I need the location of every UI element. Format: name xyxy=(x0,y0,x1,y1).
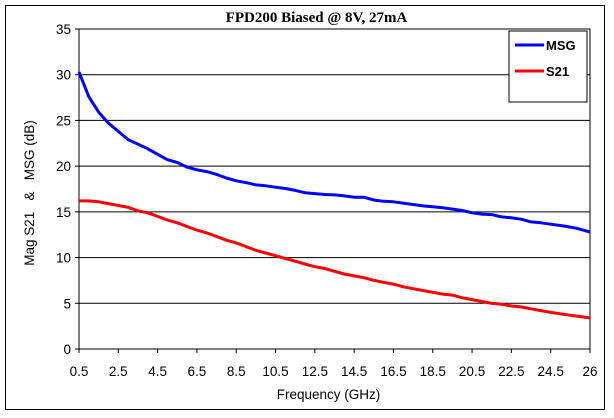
x-tick-label: 18.5 xyxy=(420,364,446,379)
x-tick-labels: 0.5 2.5 4.5 6.5 8.5 10.5 12.5 14.5 16.5 18.5 20.5 2… xyxy=(70,364,598,379)
series-line-msg xyxy=(77,71,591,234)
y-tick-label: 0 xyxy=(63,342,71,357)
series-layer xyxy=(77,71,591,320)
chart-title: FPD200 Biased @ 8V, 27mA xyxy=(226,10,408,26)
x-tick-label: 2.5 xyxy=(109,364,128,379)
legend-label-s21: S21 xyxy=(546,64,569,79)
legend: MSG S21 xyxy=(508,30,588,103)
legend-box xyxy=(508,30,588,103)
series-line-s21 xyxy=(79,199,591,320)
y-tick-label: 15 xyxy=(56,205,71,220)
x-tick-label: 12.5 xyxy=(302,364,328,379)
x-tick-label: 14.5 xyxy=(341,364,367,379)
y-tick-label: 35 xyxy=(56,22,71,37)
chart-svg: FPD200 Biased @ 8V, 27mA 05101520253035 … xyxy=(22,10,598,402)
legend-label-msg: MSG xyxy=(546,38,576,53)
y-tick-labels: 0 5 10 15 20 25 30 35 xyxy=(56,22,71,357)
y-tick-label: 25 xyxy=(56,113,71,128)
x-tick-label: 4.5 xyxy=(148,364,167,379)
y-tick-label: 20 xyxy=(56,159,71,174)
plot-area xyxy=(78,28,591,350)
y-tick-label: 30 xyxy=(56,68,71,83)
x-tick-label: 6.5 xyxy=(188,364,207,379)
x-tick-label: 16.5 xyxy=(380,364,406,379)
y-tick-label: 5 xyxy=(63,296,71,311)
x-tick-label: 0.5 xyxy=(70,364,89,379)
x-axis-label: Frequency (GHz) xyxy=(277,387,381,402)
x-tick-label: 22.5 xyxy=(498,364,524,379)
x-tick-label: 10.5 xyxy=(262,364,288,379)
x-tick-label: 20.5 xyxy=(459,364,485,379)
x-tick-label: 26 xyxy=(582,364,597,379)
x-tick-label: 8.5 xyxy=(227,364,246,379)
x-tick-label: 24.5 xyxy=(538,364,564,379)
y-tick-label: 10 xyxy=(56,251,71,266)
chart-frame: FPD200 Biased @ 8V, 27mA 0 5 10 15 20 25 30 35 … xyxy=(5,5,605,410)
y-axis-label: Mag S21 & MSG (dB) xyxy=(22,120,37,266)
